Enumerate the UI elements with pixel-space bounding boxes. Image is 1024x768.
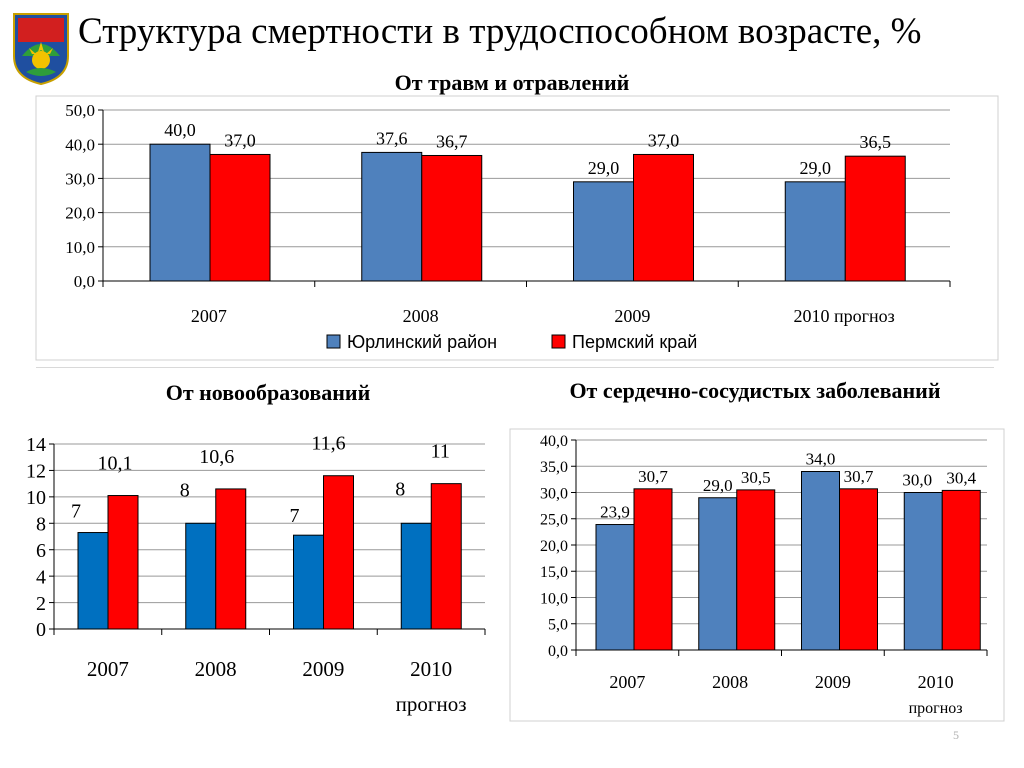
bar-neoplasms-a-0: [77, 532, 109, 630]
bar-neoplasms-a-3: [400, 522, 432, 630]
x-category-label-injuries: 2009: [614, 306, 650, 326]
legend-label-injuries: Юрлинский район: [347, 332, 497, 352]
y-tick-label-neoplasms: 6: [36, 540, 46, 562]
data-label-injuries: 29,0: [588, 158, 620, 178]
data-label-cardio: 30,7: [638, 467, 668, 486]
bar-injuries-a-0: [149, 143, 211, 282]
chart-title-neoplasms: От новообразований: [165, 380, 371, 405]
x-category-label-neoplasms: 2010: [410, 657, 452, 681]
chart-frame-injuries: [35, 95, 999, 361]
y-tick-label-cardio: 40,0: [540, 433, 568, 450]
section-divider: [36, 367, 994, 368]
x-category-label-cardio: 2009: [815, 672, 851, 692]
bar-neoplasms-b-0: [107, 495, 139, 630]
x-category-label-cardio: 2008: [712, 672, 748, 692]
y-tick-label-neoplasms: 8: [36, 513, 46, 535]
data-label-neoplasms: 11: [431, 441, 450, 463]
data-label-neoplasms: 8: [180, 479, 190, 501]
coat-of-arms-emblem: [13, 13, 69, 86]
y-tick-label-cardio: 0,0: [548, 643, 568, 660]
chart-title-cardiovascular: От сердечно-сосудистых заболеваний: [569, 378, 941, 403]
x-category-sublabel-neoplasms: прогноз: [396, 692, 467, 716]
y-tick-label-cardio: 35,0: [540, 459, 568, 476]
y-tick-label-neoplasms: 4: [36, 566, 46, 588]
y-tick-label-cardio: 15,0: [540, 564, 568, 581]
chart-title-injuries: От травм и отравлений: [394, 70, 630, 95]
bar-cardio-b-3: [941, 489, 981, 651]
data-label-injuries: 36,5: [860, 132, 892, 152]
y-tick-label-cardio: 20,0: [540, 538, 568, 555]
data-label-neoplasms: 10,6: [199, 446, 234, 468]
y-tick-label-neoplasms: 2: [36, 593, 46, 615]
data-label-cardio: 30,0: [902, 471, 932, 490]
y-tick-label-injuries: 20,0: [65, 204, 95, 223]
bar-neoplasms-b-3: [430, 483, 462, 630]
y-tick-label-cardio: 25,0: [540, 512, 568, 529]
x-category-label-injuries: 2007: [191, 306, 227, 326]
data-label-neoplasms: 8: [395, 478, 405, 500]
y-tick-label-cardio: 30,0: [540, 485, 568, 502]
x-category-label-injuries: 2008: [403, 306, 439, 326]
x-category-label-neoplasms: 2009: [302, 657, 344, 681]
bar-injuries-a-2: [573, 181, 634, 282]
y-tick-label-neoplasms: 10: [26, 487, 46, 509]
bar-cardio-b-2: [839, 488, 878, 651]
legend-swatch-injuries: [551, 334, 566, 349]
chart-frame-cardio: [509, 428, 1005, 722]
data-label-neoplasms: 7: [71, 501, 81, 523]
y-tick-label-neoplasms: 0: [36, 619, 46, 641]
x-category-label-injuries: 2010 прогноз: [793, 306, 894, 326]
y-tick-label-injuries: 50,0: [65, 101, 95, 120]
bar-injuries-b-3: [844, 155, 906, 282]
legend-swatch-injuries: [326, 334, 341, 349]
data-label-cardio: 23,9: [600, 503, 630, 522]
bar-cardio-a-0: [595, 524, 635, 651]
bar-injuries-a-1: [361, 151, 423, 282]
y-tick-label-cardio: 5,0: [548, 617, 568, 634]
y-tick-label-injuries: 0,0: [74, 272, 95, 291]
x-category-sublabel-cardio: прогноз: [909, 700, 963, 717]
bar-neoplasms-a-1: [185, 522, 217, 630]
data-label-injuries: 29,0: [800, 158, 832, 178]
slide-title: Структура смертности в трудоспособном во…: [78, 11, 922, 52]
data-label-injuries: 40,0: [164, 120, 196, 140]
bar-cardio-b-1: [736, 489, 776, 651]
bar-injuries-b-0: [209, 153, 271, 282]
data-label-injuries: 37,6: [376, 128, 408, 148]
x-category-label-cardio: 2010: [918, 672, 954, 692]
data-label-injuries: 37,0: [648, 130, 680, 150]
bar-cardio-a-3: [903, 492, 943, 651]
data-label-cardio: 30,5: [741, 468, 771, 487]
x-category-label-neoplasms: 2007: [87, 657, 129, 681]
y-tick-label-injuries: 10,0: [65, 238, 95, 257]
bar-injuries-a-3: [784, 181, 846, 282]
bar-cardio-a-1: [698, 497, 738, 651]
data-label-injuries: 37,0: [224, 130, 256, 150]
y-tick-label-cardio: 10,0: [540, 590, 568, 607]
bar-injuries-b-2: [633, 153, 694, 282]
bar-neoplasms-b-1: [215, 488, 247, 630]
data-label-cardio: 30,7: [844, 467, 874, 486]
y-tick-label-injuries: 40,0: [65, 135, 95, 154]
bar-cardio-a-2: [801, 471, 840, 651]
y-tick-label-neoplasms: 12: [26, 461, 46, 483]
bar-neoplasms-b-2: [323, 475, 354, 630]
data-label-neoplasms: 7: [290, 505, 300, 527]
data-label-neoplasms: 10,1: [98, 453, 133, 475]
legend-label-injuries: Пермский край: [572, 332, 697, 352]
page-number: 5: [953, 728, 959, 742]
data-label-cardio: 30,4: [946, 468, 976, 487]
bar-cardio-b-0: [633, 488, 673, 651]
x-category-label-cardio: 2007: [609, 672, 645, 692]
y-tick-label-injuries: 30,0: [65, 170, 95, 189]
x-category-label-neoplasms: 2008: [195, 657, 237, 681]
y-tick-label-neoplasms: 14: [26, 434, 46, 456]
bar-injuries-b-1: [421, 154, 483, 282]
data-label-cardio: 34,0: [806, 450, 836, 469]
data-label-injuries: 36,7: [436, 131, 468, 151]
data-label-cardio: 29,0: [703, 476, 733, 495]
data-label-neoplasms: 11,6: [311, 433, 345, 455]
bar-neoplasms-a-2: [293, 534, 324, 630]
